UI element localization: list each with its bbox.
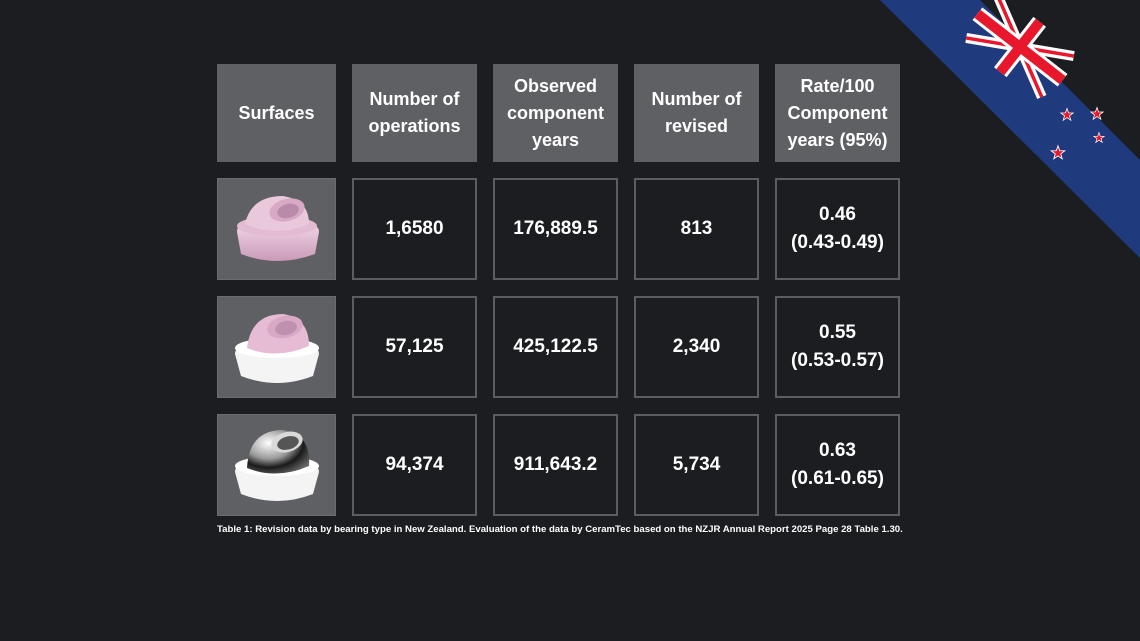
ceramic-bearing-icon <box>236 196 319 261</box>
cell-component-years: 176,889.5 <box>493 178 618 280</box>
cell-operations: 1,6580 <box>352 178 477 280</box>
cell-rate: 0.55 (0.53-0.57) <box>775 296 900 398</box>
metal-poly-bearing-icon <box>234 430 319 501</box>
header-rate-per-100: Rate/100 Component years (95%) <box>775 64 900 162</box>
rate-value: 0.46 <box>819 204 856 225</box>
rate-value: 0.63 <box>819 440 856 461</box>
header-number-of-operations: Number of operations <box>352 64 477 162</box>
metal-on-polyethylene-bearing-image <box>217 414 336 516</box>
ceramic-poly-bearing-icon <box>234 314 319 383</box>
ceramic-on-polyethylene-bearing-image <box>217 296 336 398</box>
header-number-of-revised: Number of revised <box>634 64 759 162</box>
header-observed-component-years: Observed component years <box>493 64 618 162</box>
cell-operations: 57,125 <box>352 296 477 398</box>
cell-component-years: 911,643.2 <box>493 414 618 516</box>
rate-ci: (0.43-0.49) <box>791 232 884 253</box>
rate-ci: (0.53-0.57) <box>791 350 884 371</box>
rate-ci: (0.61-0.65) <box>791 468 884 489</box>
cell-revised: 5,734 <box>634 414 759 516</box>
header-surfaces: Surfaces <box>217 64 336 162</box>
cell-revised: 813 <box>634 178 759 280</box>
cell-rate: 0.46 (0.43-0.49) <box>775 178 900 280</box>
cell-revised: 2,340 <box>634 296 759 398</box>
revision-data-table: Surfaces Number of operations Observed c… <box>217 64 900 516</box>
table-caption: Table 1: Revision data by bearing type i… <box>217 524 903 535</box>
cell-component-years: 425,122.5 <box>493 296 618 398</box>
cell-operations: 94,374 <box>352 414 477 516</box>
cell-rate: 0.63 (0.61-0.65) <box>775 414 900 516</box>
ceramic-on-ceramic-bearing-image <box>217 178 336 280</box>
rate-value: 0.55 <box>819 322 856 343</box>
